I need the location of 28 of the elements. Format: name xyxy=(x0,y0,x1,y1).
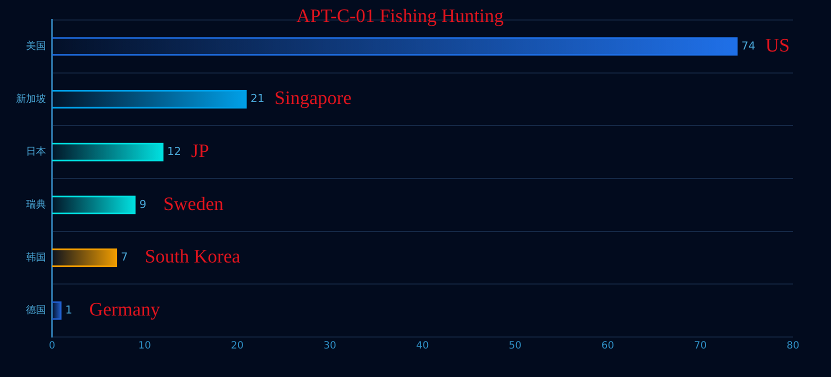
annotation: US xyxy=(765,35,790,56)
y-tick-label: 新加坡 xyxy=(16,92,46,105)
x-tick-label: 80 xyxy=(786,340,800,352)
x-tick-label: 20 xyxy=(230,340,244,352)
annotation: Germany xyxy=(89,300,160,321)
x-tick-label: 0 xyxy=(48,340,56,352)
x-tick-label: 10 xyxy=(138,340,151,352)
x-tick-label: 50 xyxy=(508,340,522,352)
y-tick-label: 德国 xyxy=(26,305,46,316)
data-label: 1 xyxy=(65,303,72,316)
x-tick-label: 70 xyxy=(694,340,707,352)
data-label: 12 xyxy=(167,144,182,158)
y-tick-label: 韩国 xyxy=(26,251,46,264)
data-label: 74 xyxy=(741,39,756,52)
chart-title: APT-C-01 Fishing Hunting xyxy=(296,6,504,27)
data-label: 9 xyxy=(139,198,146,211)
annotation: JP xyxy=(191,141,210,162)
y-tick-label: 日本 xyxy=(26,146,46,158)
annotation: Sweden xyxy=(163,194,224,215)
x-tick-label: 30 xyxy=(324,340,336,352)
x-tick-label: 60 xyxy=(601,340,614,352)
data-label: 21 xyxy=(250,92,265,106)
y-tick-label: 美国 xyxy=(26,40,46,52)
x-tick-label: 40 xyxy=(416,340,429,352)
y-tick-label: 瑞典 xyxy=(26,198,46,211)
annotation: South Korea xyxy=(144,246,241,268)
annotation: Singapore xyxy=(274,88,352,110)
data-label: 7 xyxy=(120,250,128,264)
